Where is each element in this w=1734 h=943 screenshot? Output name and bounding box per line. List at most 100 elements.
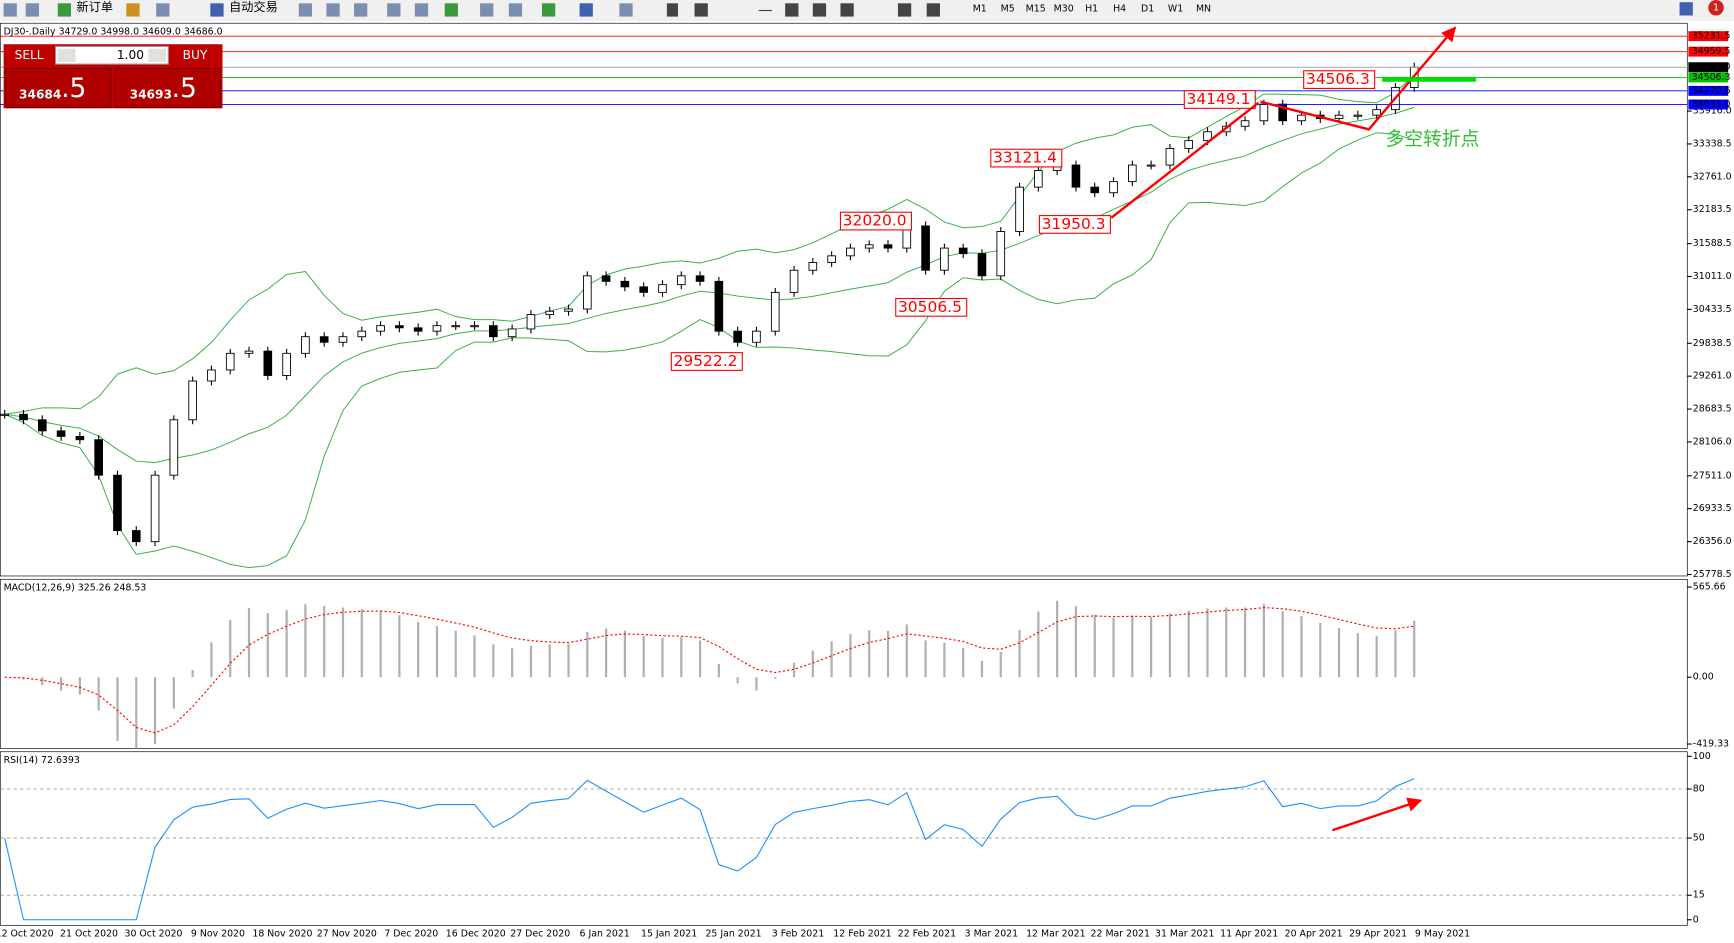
- price-level-label: 34686.0: [1692, 62, 1731, 73]
- price-level-tag: [1688, 62, 1729, 73]
- price-level-label: 34031.0: [1692, 99, 1731, 110]
- candle: [733, 330, 742, 343]
- candle: [0, 413, 10, 416]
- price-level-label: 34270.6: [1692, 85, 1731, 96]
- candle: [883, 244, 893, 249]
- y-tick-label: 0: [1693, 914, 1699, 925]
- candle: [620, 280, 630, 288]
- annotation: 31950.3: [1042, 215, 1106, 233]
- y-tick-label: 80: [1693, 784, 1705, 795]
- annotation: 30506.5: [898, 298, 962, 316]
- notification-count[interactable]: 1: [1713, 3, 1719, 14]
- macd-bar: [1243, 607, 1247, 678]
- timeframe-button[interactable]: D1: [1141, 3, 1154, 14]
- candle: [131, 530, 141, 543]
- macd-bar: [191, 670, 194, 678]
- y-tick-label: 29261.0: [1693, 371, 1732, 382]
- annotation-box: [1303, 70, 1376, 89]
- candle: [489, 325, 498, 338]
- annotation: 33121.4: [993, 149, 1057, 167]
- y-tick-label: 33338.5: [1693, 138, 1732, 149]
- candle: [432, 325, 442, 332]
- candle: [1128, 164, 1137, 183]
- y-tick-label: 30433.5: [1693, 304, 1732, 315]
- annotation: 34149.1: [1186, 90, 1250, 108]
- macd-bar: [774, 677, 777, 679]
- macd-bar: [379, 610, 382, 678]
- macd-bar: [492, 644, 495, 678]
- candle: [301, 336, 310, 354]
- macd-bar: [1112, 617, 1115, 678]
- price-level-tag: [1688, 85, 1729, 96]
- macd-bar: [905, 624, 908, 678]
- macd-bar: [962, 647, 965, 678]
- timeframe-button[interactable]: M15: [1026, 3, 1046, 14]
- button-auto-trade[interactable]: 自动交易: [229, 0, 278, 14]
- candle: [150, 474, 160, 543]
- candle: [770, 291, 780, 332]
- candle: [395, 325, 404, 329]
- chart-header: DJ30-.Daily 34729.0 34998.0 34609.0 3468…: [4, 27, 223, 38]
- x-tick-label: 12 Mar 2021: [1026, 929, 1085, 940]
- macd-bar: [473, 635, 476, 678]
- macd-bar: [567, 644, 570, 678]
- candle: [413, 327, 423, 332]
- x-tick-label: 15 Jan 2021: [641, 929, 697, 940]
- macd-bar: [1056, 600, 1059, 678]
- x-tick-label: 6 Jan 2021: [580, 929, 630, 940]
- candle: [1334, 114, 1344, 119]
- candle: [808, 262, 818, 271]
- timeframe-button[interactable]: M30: [1054, 3, 1074, 14]
- candle: [19, 413, 28, 421]
- timeframe-button[interactable]: MN: [1196, 3, 1211, 14]
- candle: [37, 419, 47, 432]
- macd-bar: [849, 634, 852, 678]
- macd-bar: [323, 605, 326, 678]
- bollinger-band: [4, 106, 1415, 464]
- candle: [714, 280, 724, 332]
- candle: [1165, 147, 1175, 166]
- macd-bar: [454, 630, 457, 678]
- buy-button[interactable]: BUY: [183, 48, 208, 62]
- candle: [846, 247, 855, 257]
- macd-bar: [980, 661, 984, 678]
- candle: [958, 247, 968, 255]
- buy-price-fraction[interactable]: .5: [172, 73, 197, 104]
- y-tick-label: 32761.0: [1693, 171, 1732, 182]
- macd-bar: [247, 607, 251, 678]
- timeframe-button[interactable]: H1: [1085, 3, 1098, 14]
- buy-price[interactable]: 34693: [130, 88, 172, 102]
- volume-input[interactable]: 1.00: [117, 48, 144, 62]
- price-level-tag: [1688, 72, 1729, 83]
- timeframe-button[interactable]: W1: [1168, 3, 1183, 14]
- x-tick-label: 18 Nov 2020: [252, 929, 312, 940]
- sell-price-fraction[interactable]: .5: [61, 73, 86, 104]
- candle: [1071, 164, 1081, 188]
- macd-bar: [736, 677, 739, 684]
- candle: [1259, 103, 1269, 122]
- macd-bar: [116, 677, 119, 742]
- annotation: 29522.2: [674, 352, 738, 370]
- timeframe-button[interactable]: H4: [1113, 3, 1126, 14]
- sell-button[interactable]: SELL: [15, 48, 44, 62]
- x-tick-label: 27 Nov 2020: [317, 929, 377, 940]
- sell-price[interactable]: 34684: [19, 88, 61, 102]
- macd-bar: [604, 628, 608, 678]
- macd-bar: [680, 637, 683, 678]
- macd-bar: [1356, 633, 1359, 678]
- bollinger-band: [4, 132, 1415, 569]
- button-new-order[interactable]: 新订单: [77, 0, 113, 14]
- macd-bar: [717, 663, 720, 678]
- macd-bar: [529, 645, 533, 678]
- macd-bar: [78, 677, 81, 695]
- macd-bar: [435, 626, 439, 678]
- macd-bar: [792, 662, 796, 678]
- timeframe-button[interactable]: M5: [1001, 3, 1015, 14]
- candle: [338, 336, 348, 343]
- candle: [319, 336, 329, 343]
- macd-bar: [1187, 610, 1190, 678]
- timeframe-button[interactable]: M1: [973, 3, 987, 14]
- candle: [639, 286, 648, 293]
- x-tick-label: 12 Oct 2020: [0, 929, 54, 940]
- candle: [1146, 164, 1156, 167]
